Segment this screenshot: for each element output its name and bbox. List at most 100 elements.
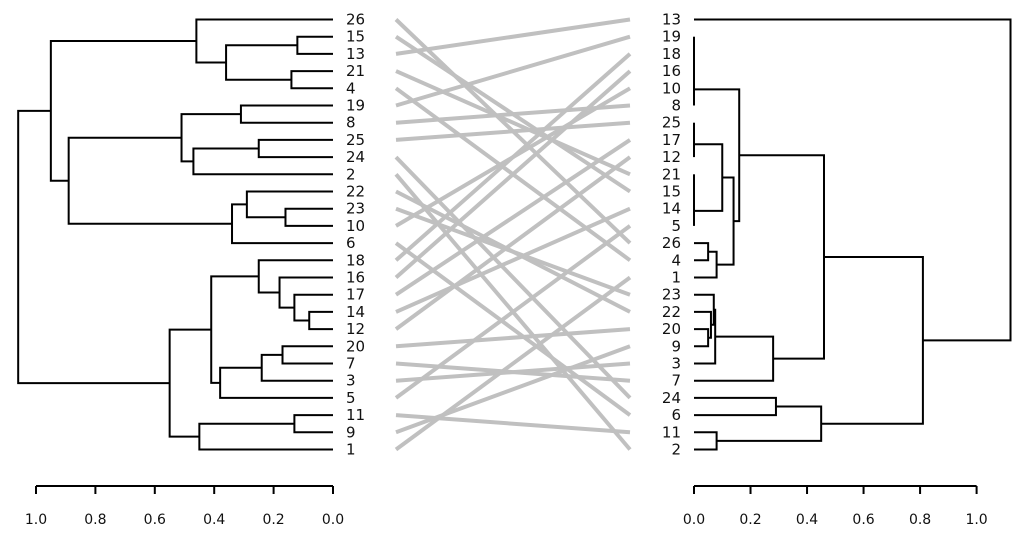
tangle-line-16 <box>394 69 632 279</box>
right-leaf-label-16: 16 <box>662 62 681 80</box>
right-leaf-label-17: 17 <box>662 131 681 149</box>
right-leaf-label-4: 4 <box>671 251 681 269</box>
left-leaf-label-10: 10 <box>346 217 365 235</box>
right-leaf-label-8: 8 <box>671 97 681 115</box>
left-merge-a2 <box>290 70 333 90</box>
right-merge-b24 <box>821 255 924 425</box>
tangle-line-21 <box>395 69 631 177</box>
left-dendrogram: 2615132141982524222231061816171412207351… <box>17 11 365 459</box>
right-merge-b11 <box>694 242 710 262</box>
left-leaf-label-18: 18 <box>346 251 365 269</box>
left-leaf-label-4: 4 <box>346 79 356 97</box>
left-leaf-label-11: 11 <box>346 406 365 424</box>
right-axis-tick-label: 0.2 <box>739 512 761 528</box>
left-leaf-label-9: 9 <box>346 423 356 441</box>
left-merge-a22 <box>293 414 333 434</box>
left-merge-a17 <box>257 259 333 294</box>
left-merge-a6 <box>257 138 333 159</box>
right-leaf-label-23: 23 <box>662 286 681 304</box>
tangle-line-12 <box>394 155 632 331</box>
left-leaf-label-26: 26 <box>346 11 365 29</box>
left-merge-a4 <box>195 18 333 64</box>
tangle-line-24 <box>394 155 632 400</box>
right-leaf-label-18: 18 <box>662 45 681 63</box>
left-axis-tick-label: 1.0 <box>25 512 47 528</box>
tangle-line-14 <box>395 206 631 314</box>
right-leaf-label-9: 9 <box>671 337 681 355</box>
tangle-line-17 <box>394 138 632 297</box>
right-leaf-label-22: 22 <box>662 303 681 321</box>
right-axis-tick-label: 0.4 <box>796 512 818 528</box>
left-leaf-label-19: 19 <box>346 97 365 115</box>
left-leaf-label-24: 24 <box>346 148 365 166</box>
left-leaf-label-14: 14 <box>346 303 365 321</box>
left-merge-a12 <box>67 136 233 225</box>
left-leaf-label-3: 3 <box>346 372 356 390</box>
right-merge-b15 <box>694 328 710 348</box>
tangle-line-25 <box>395 120 631 142</box>
right-merge-b22 <box>694 431 718 451</box>
right-leaf-label-24: 24 <box>662 389 681 407</box>
left-leaf-label-13: 13 <box>346 45 365 63</box>
left-merge-a13 <box>49 40 197 182</box>
left-leaf-label-6: 6 <box>346 234 356 252</box>
right-leaf-label-25: 25 <box>662 114 681 132</box>
left-leaf-label-21: 21 <box>346 62 365 80</box>
right-merge-b19 <box>694 335 775 382</box>
tangle-line-1 <box>394 275 632 452</box>
left-merge-a23 <box>198 422 333 451</box>
left-merge-a25 <box>17 109 170 385</box>
right-merge-b23 <box>716 405 823 442</box>
left-merge-a16 <box>278 276 333 309</box>
right-leaf-label-2: 2 <box>671 441 681 459</box>
left-merge-a1 <box>296 35 333 55</box>
left-merge-a3 <box>225 44 298 81</box>
tangle-line-19 <box>395 34 631 108</box>
left-distance-axis: 1.0 0.8 0.6 0.4 0.2 0.0 <box>25 485 344 528</box>
right-axis-tick-label: 0.0 <box>683 512 705 528</box>
tangle-line-13 <box>395 17 631 56</box>
right-leaf-label-20: 20 <box>662 320 681 338</box>
right-leaf-label-1: 1 <box>671 269 681 287</box>
left-axis-tick-label: 0.2 <box>262 512 284 528</box>
right-distance-axis: 0.0 0.2 0.4 0.6 0.8 1.0 <box>683 485 988 528</box>
right-axis-tick-label: 1.0 <box>965 512 987 528</box>
tangle-line-18 <box>394 52 632 262</box>
right-merge-b14 <box>694 88 741 223</box>
right-leaf-label-14: 14 <box>662 200 681 218</box>
left-leaf-label-7: 7 <box>346 355 356 373</box>
left-merge-a9 <box>284 207 333 227</box>
left-merge-a20 <box>219 366 333 399</box>
tangle-line-20 <box>395 327 631 349</box>
tangle-connectors <box>394 17 632 452</box>
left-merge-a5 <box>239 104 333 124</box>
left-leaf-label-8: 8 <box>346 114 356 132</box>
left-merge-a19 <box>260 353 333 382</box>
left-leaf-label-16: 16 <box>346 269 365 287</box>
left-leaf-label-15: 15 <box>346 28 365 46</box>
left-axis-tick-label: 0.0 <box>322 512 344 528</box>
left-leaf-label-1: 1 <box>346 441 356 459</box>
left-axis-tick-label: 0.6 <box>144 512 166 528</box>
left-leaf-label-22: 22 <box>346 183 365 201</box>
tangle-line-9 <box>395 344 631 435</box>
left-leaf-label-25: 25 <box>346 131 365 149</box>
left-merge-a10 <box>245 190 333 219</box>
tangle-line-23 <box>395 206 631 297</box>
tangle-line-3 <box>395 361 631 383</box>
left-leaf-label-17: 17 <box>346 286 365 304</box>
right-leaf-label-21: 21 <box>662 165 681 183</box>
right-merge-b13 <box>716 176 735 266</box>
right-merge-b20 <box>739 154 825 360</box>
right-leaf-label-19: 19 <box>662 28 681 46</box>
right-leaf-label-5: 5 <box>671 217 681 235</box>
right-leaf-label-26: 26 <box>662 234 681 252</box>
tangle-line-5 <box>394 224 632 400</box>
left-leaf-label-5: 5 <box>346 389 356 407</box>
right-leaf-label-3: 3 <box>671 355 681 373</box>
left-leaf-label-20: 20 <box>346 337 365 355</box>
right-merge-b21 <box>694 396 777 417</box>
right-leaf-label-15: 15 <box>662 183 681 201</box>
left-merge-a14 <box>308 310 333 331</box>
